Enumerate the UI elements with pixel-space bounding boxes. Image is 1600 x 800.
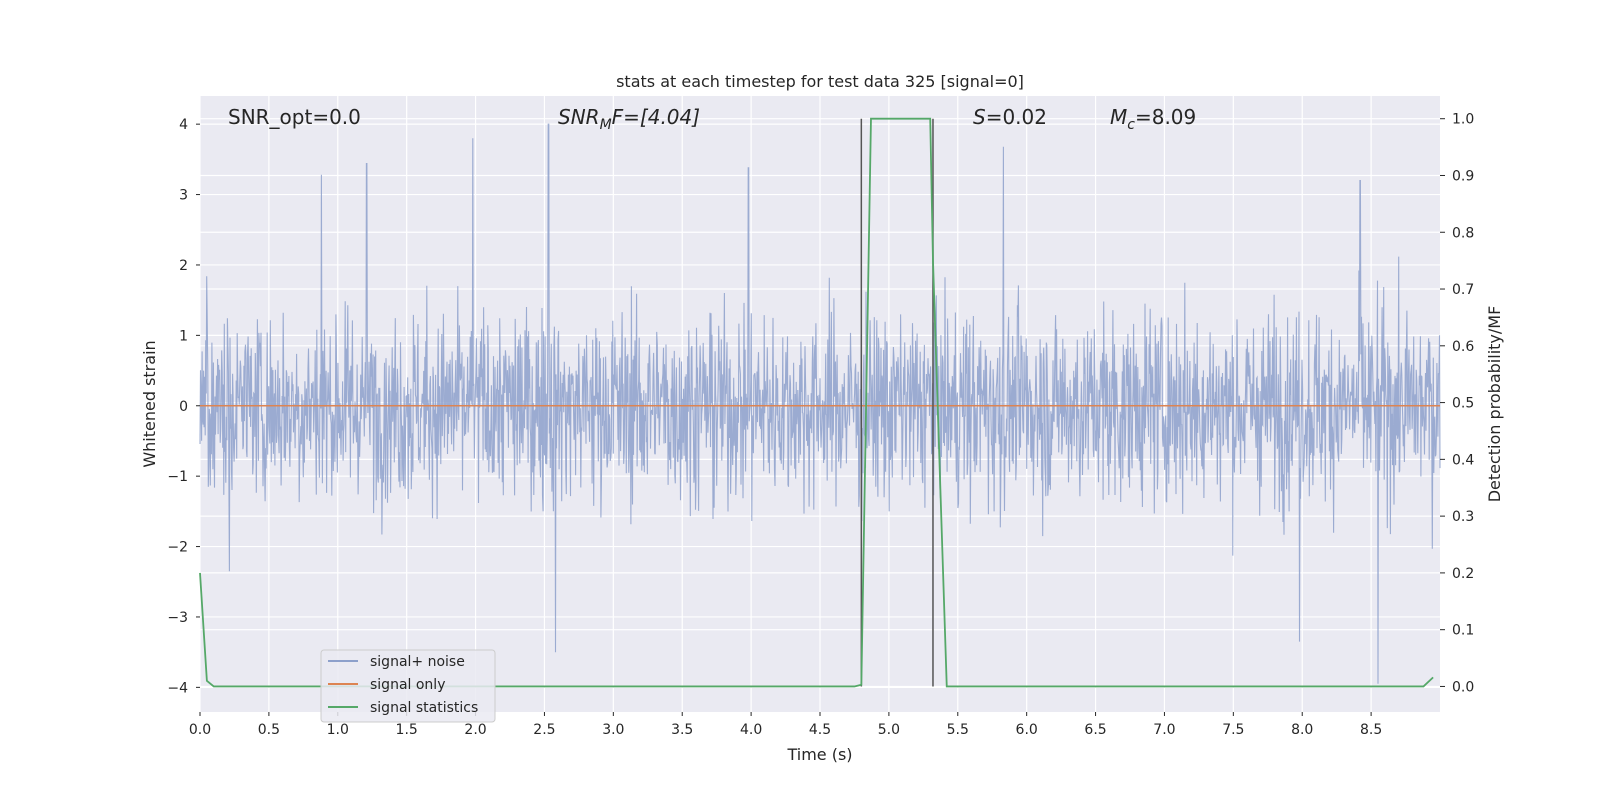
y-tick-label: 2 <box>179 258 188 274</box>
y2-tick-label: 0.6 <box>1452 339 1474 355</box>
y-tick-label: 0 <box>179 399 188 415</box>
s-value: =0.02 <box>986 105 1047 129</box>
y-tick-label: −4 <box>167 680 188 696</box>
series-signal-statistics <box>199 117 1434 688</box>
x-tick-label: 1.5 <box>396 722 418 738</box>
x-tick-label: 1.0 <box>327 722 349 738</box>
x-tick-label: 2.0 <box>464 722 486 738</box>
legend: signal+ noise signal only signal statist… <box>320 649 496 723</box>
x-tick-label: 6.0 <box>1016 722 1038 738</box>
snr-mf-subscript: M <box>600 117 612 133</box>
y2-tick-label: 1.0 <box>1452 112 1474 128</box>
x-tick-label: 0.5 <box>258 722 280 738</box>
x-tick-label: 0.0 <box>189 722 211 738</box>
y-tick-label: −2 <box>167 540 188 556</box>
annotation-mc: Mc=8.09 <box>1110 105 1196 133</box>
legend-label-signal-statistics: signal statistics <box>370 700 478 716</box>
axis-ticks: 0.0 0.5 1.0 1.5 2.0 2.5 3.0 3.5 4.0 4.5 5.0 5.5 6.0 6… <box>167 112 1474 738</box>
y2-tick-label: 0.4 <box>1452 452 1474 468</box>
y2-tick-label: 0.0 <box>1452 679 1474 695</box>
y-tick-label: 4 <box>179 117 188 133</box>
mc-value: =8.09 <box>1135 105 1196 129</box>
x-tick-label: 5.0 <box>878 722 900 738</box>
x-tick-label: 8.5 <box>1360 722 1382 738</box>
y2-tick-label: 0.9 <box>1452 168 1474 184</box>
x-tick-label: 4.5 <box>809 722 831 738</box>
y2-tick-label: 0.3 <box>1452 509 1474 525</box>
y2-tick-label: 0.2 <box>1452 566 1474 582</box>
snr-mf-rest-f: F=[4.04] <box>612 105 700 129</box>
legend-label-signal-noise: signal+ noise <box>370 654 465 670</box>
legend-box <box>320 649 496 723</box>
s-name: S <box>973 105 986 129</box>
noise-series <box>199 123 1441 684</box>
y-axis-label: Whitened strain <box>140 340 159 467</box>
x-tick-label: 7.0 <box>1153 722 1175 738</box>
mc-subscript: c <box>1127 117 1135 133</box>
annotation-snr-mf: SNRMF=[4.04] <box>558 105 700 133</box>
y-tick-label: −1 <box>167 469 188 485</box>
y2-tick-label: 0.1 <box>1452 623 1474 639</box>
x-tick-label: 5.5 <box>947 722 969 738</box>
y2-tick-label: 0.8 <box>1452 225 1474 241</box>
y-tick-label: −3 <box>167 610 188 626</box>
annotation-snr-opt: SNR_opt=0.0 <box>228 105 361 129</box>
y-tick-label: 3 <box>179 188 188 204</box>
x-tick-label: 7.5 <box>1222 722 1244 738</box>
y2-tick-label: 0.7 <box>1452 282 1474 298</box>
y2-tick-label: 0.5 <box>1452 396 1474 412</box>
annotation-s: S=0.02 <box>973 105 1047 129</box>
mc-name: M <box>1110 105 1127 129</box>
x-tick-label: 3.0 <box>602 722 624 738</box>
x-tick-label: 6.5 <box>1084 722 1106 738</box>
x-tick-label: 4.0 <box>740 722 762 738</box>
x-tick-label: 3.5 <box>671 722 693 738</box>
x-tick-label: 8.0 <box>1291 722 1313 738</box>
snr-mf-main: SNR <box>558 105 600 129</box>
x-tick-label: 2.5 <box>533 722 555 738</box>
x-axis-label: Time (s) <box>786 745 852 764</box>
line-series <box>199 117 1440 688</box>
y-tick-label: 1 <box>179 328 188 344</box>
chart-title: stats at each timestep for test data 325… <box>616 72 1024 91</box>
series-signal-noise <box>199 123 1441 684</box>
legend-label-signal-only: signal only <box>370 677 445 693</box>
y2-axis-label: Detection probability/MF <box>1485 306 1504 503</box>
